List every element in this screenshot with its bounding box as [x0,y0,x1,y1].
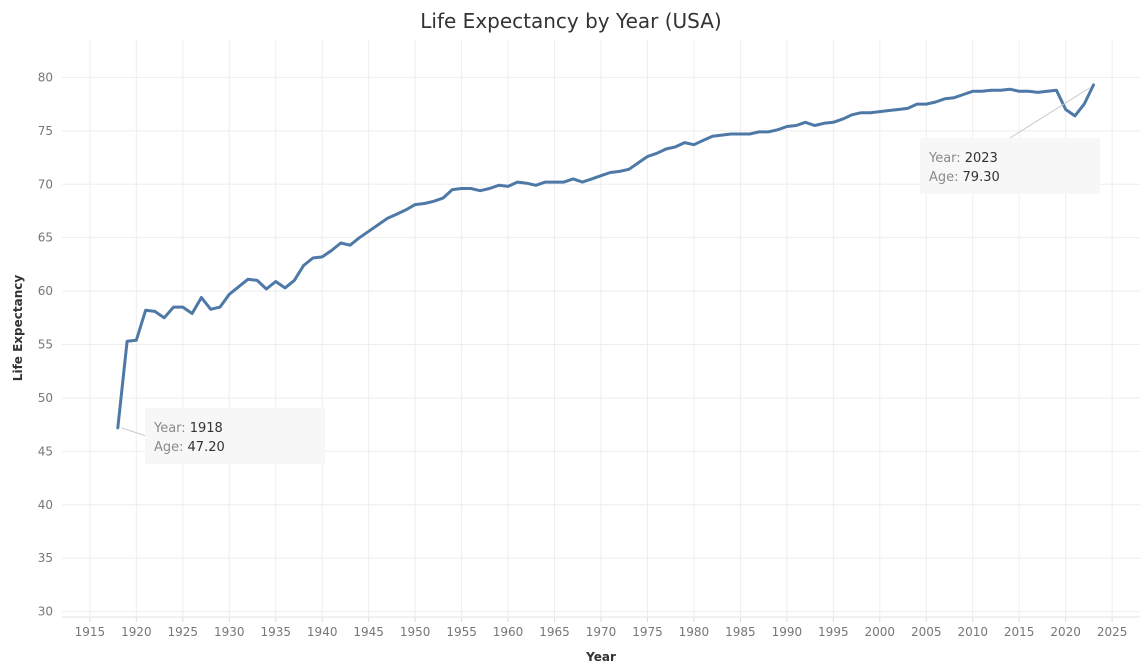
annotation-box [145,408,325,464]
annotation-year: Year: 2023 [928,151,998,166]
x-tick-label: 1935 [260,625,291,639]
x-tick-label: 2015 [1004,625,1035,639]
x-tick-label: 1940 [307,625,338,639]
x-tick-label: 2025 [1097,625,1128,639]
annotation-age-key: Age: [929,170,959,185]
y-tick-label: 50 [38,391,53,405]
annotation-year-value: 2023 [965,151,998,166]
x-tick-label: 1945 [353,625,384,639]
x-tick-label: 1950 [400,625,431,639]
annotation-leader-line [1009,87,1090,139]
x-tick-label: 2000 [865,625,896,639]
x-axis-ticks: 1915 1920 1925 1930 1935 1940 1945 1950 1955 1960… [62,616,1140,639]
y-tick-label: 70 [38,177,53,191]
x-tick-label: 1975 [632,625,663,639]
annotation-year-key: Year: [153,421,186,436]
y-tick-label: 65 [38,231,53,245]
x-tick-label: 1955 [446,625,477,639]
x-tick-label: 1925 [168,625,199,639]
x-tick-label: 1980 [679,625,710,639]
x-tick-label: 1920 [121,625,152,639]
x-axis-label: Year [585,650,616,664]
annotation-age: Age: 79.30 [929,170,1000,185]
y-tick-label: 80 [38,70,53,84]
x-tick-label: 1995 [818,625,849,639]
chart-title: Life Expectancy by Year (USA) [420,9,721,33]
y-tick-label: 45 [38,444,53,458]
annotation-end: Year: 2023 Age: 79.30 [920,87,1100,194]
x-tick-label: 1930 [214,625,245,639]
annotation-year-value: 1918 [190,421,223,436]
annotation-year: Year: 1918 [153,421,223,436]
gridlines [62,40,1140,617]
y-tick-label: 30 [38,605,53,619]
x-tick-label: 2005 [911,625,942,639]
x-tick-label: 1960 [493,625,524,639]
annotation-box [920,138,1100,194]
y-tick-label: 40 [38,498,53,512]
x-tick-label: 1990 [772,625,803,639]
y-tick-label: 75 [38,124,53,138]
x-tick-label: 2020 [1050,625,1081,639]
annotation-age: Age: 47.20 [154,440,225,455]
x-tick-label: 1965 [539,625,570,639]
y-axis-label: Life Expectancy [11,275,25,382]
x-tick-label: 1985 [725,625,756,639]
y-tick-label: 55 [38,338,53,352]
annotation-year-key: Year: [928,151,961,166]
series-group [116,83,1095,430]
annotation-age-value: 79.30 [963,170,1000,185]
annotation-age-key: Age: [154,440,184,455]
y-tick-label: 35 [38,551,53,565]
annotation-start: Year: 1918 Age: 47.20 [121,408,325,464]
y-tick-label: 60 [38,284,53,298]
y-axis-ticks: 30 35 40 45 50 55 60 65 70 75 80 [38,70,53,618]
x-tick-label: 1970 [586,625,617,639]
annotation-age-value: 47.20 [188,440,225,455]
x-tick-label: 1915 [75,625,106,639]
x-tick-label: 2010 [957,625,988,639]
annotation-leader-line [121,427,147,437]
series-line [116,83,1095,430]
